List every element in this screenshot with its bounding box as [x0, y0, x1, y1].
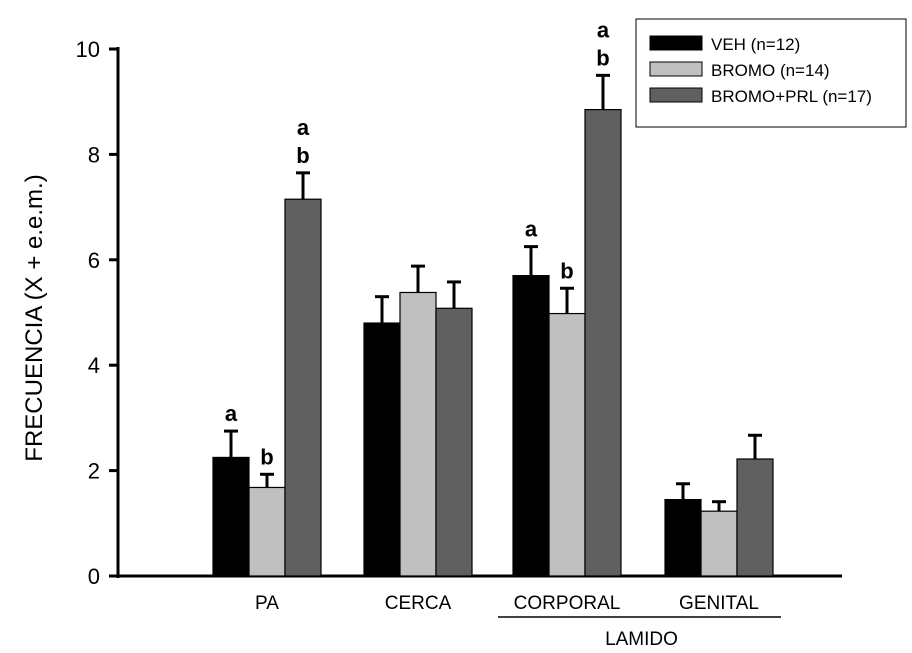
significance-label: b [596, 45, 609, 70]
y-tick-label: 6 [88, 248, 100, 273]
legend-label: BROMO+PRL (n=17) [711, 87, 872, 106]
legend: VEH (n=12) BROMO (n=14) BROMO+PRL (n=17) [635, 18, 907, 128]
significance-label: a [225, 401, 238, 426]
bar [363, 322, 401, 577]
group-label: LAMIDO [605, 629, 678, 650]
significance-label: a [525, 217, 538, 242]
significance-label: b [296, 143, 309, 168]
bars [212, 73, 774, 577]
bar [736, 458, 774, 577]
y-tick-label: 10 [76, 37, 100, 62]
bar [399, 291, 437, 577]
x-category-label: PA [255, 593, 279, 614]
legend-label: BROMO (n=14) [711, 61, 830, 80]
x-category-label: GENITAL [679, 593, 759, 614]
y-tick-label: 8 [88, 142, 100, 167]
bar [664, 498, 702, 577]
y-tick-label: 0 [88, 564, 100, 589]
bar [248, 486, 286, 577]
legend-swatch [649, 35, 703, 51]
legend-label: VEH (n=12) [711, 35, 800, 54]
y-tick-label: 2 [88, 459, 100, 484]
significance-label: a [297, 115, 310, 140]
bar [284, 198, 322, 577]
bar [435, 307, 473, 577]
y-tick-label: 4 [88, 353, 100, 378]
bar [584, 109, 622, 577]
significance-label: b [560, 258, 573, 283]
legend-swatch [649, 61, 703, 77]
significance-label: a [597, 17, 610, 42]
bar [548, 312, 586, 577]
significance-label: b [260, 444, 273, 469]
x-category-label: CERCA [385, 593, 452, 614]
x-category-label: CORPORAL [514, 593, 621, 614]
bar [212, 456, 250, 577]
bar [700, 510, 738, 577]
bar [512, 275, 550, 577]
y-axis-label: FRECUENCIA (X + e.e.m.) [21, 174, 48, 461]
legend-swatch [649, 87, 703, 103]
